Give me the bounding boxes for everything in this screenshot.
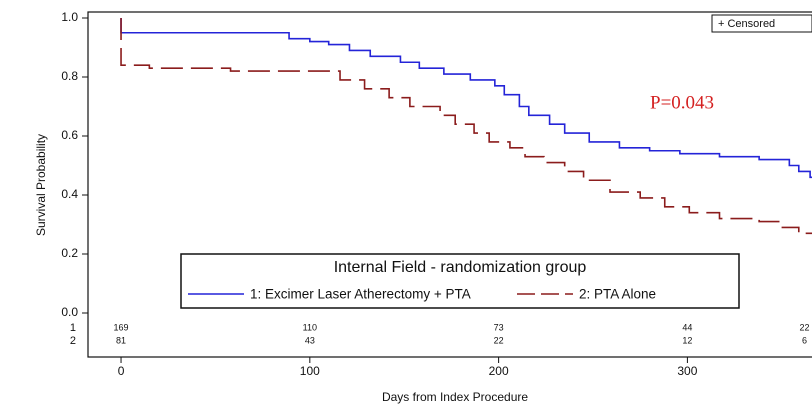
survival-curve xyxy=(120,18,812,235)
y-tick-label: 0.0 xyxy=(61,305,78,319)
y-tick-label: 0.8 xyxy=(61,69,78,83)
at-risk-count: 44 xyxy=(682,322,692,332)
x-axis-label: Days from Index Procedure xyxy=(382,390,528,404)
at-risk-count: 43 xyxy=(305,335,315,345)
x-tick-label: 0 xyxy=(118,364,125,378)
censored-label: + Censored xyxy=(718,18,775,30)
legend-box xyxy=(180,253,740,309)
at-risk-count: 169 xyxy=(114,322,129,332)
at-risk-group: 2 xyxy=(70,335,76,347)
y-tick-label: 1.0 xyxy=(61,10,78,24)
at-risk-group: 1 xyxy=(70,322,76,334)
censored-box xyxy=(711,14,812,33)
legend-label: 2: PTA Alone xyxy=(579,287,656,302)
survival-curve xyxy=(120,18,812,179)
y-tick-label: 0.2 xyxy=(61,246,78,260)
at-risk-count: 73 xyxy=(494,322,504,332)
at-risk-count: 12 xyxy=(682,335,692,345)
y-tick-label: 0.4 xyxy=(61,187,78,201)
at-risk-count: 110 xyxy=(303,322,317,332)
at-risk-count: 81 xyxy=(116,335,126,345)
at-risk-count: 22 xyxy=(494,335,504,345)
p-value: P=0.043 xyxy=(650,92,714,113)
legend-label: 1: Excimer Laser Atherectomy + PTA xyxy=(250,287,471,302)
at-risk-count: 22 xyxy=(799,322,809,332)
x-tick-label: 200 xyxy=(489,364,509,378)
y-tick-label: 0.6 xyxy=(61,128,78,142)
x-tick-label: 100 xyxy=(300,364,320,378)
y-axis-label: Survival Probability xyxy=(34,134,48,236)
x-tick-label: 300 xyxy=(677,364,697,378)
at-risk-count: 6 xyxy=(802,335,807,345)
plot-frame xyxy=(87,11,812,358)
legend-title: Internal Field - randomization group xyxy=(334,259,587,276)
